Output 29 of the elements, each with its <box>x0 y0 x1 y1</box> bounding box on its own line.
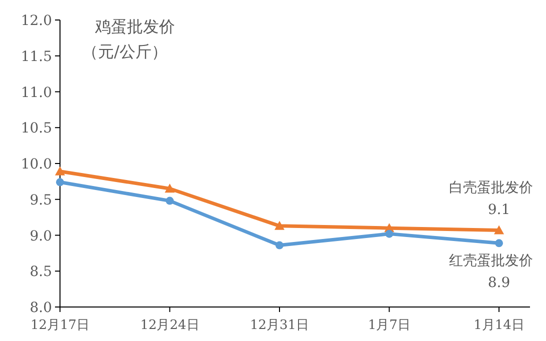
y-tick-label: 8.5 <box>30 264 52 280</box>
y-tick-label: 10.0 <box>20 156 52 172</box>
series-label: 红壳蛋批发价 <box>449 253 533 270</box>
point <box>495 239 503 248</box>
text: 白壳蛋批发价 <box>449 180 533 196</box>
point <box>55 166 65 176</box>
x-tick-label: 1月14日 <box>474 318 524 333</box>
y-tick-label: 12.0 <box>20 13 52 29</box>
y-tick-label: 9.0 <box>30 228 52 244</box>
y-tick-label: 10.5 <box>20 120 52 137</box>
data-label: 9.1 <box>488 202 510 218</box>
x-tick-label: 12月31日 <box>250 318 310 333</box>
point <box>56 178 64 186</box>
chart-title: 鸡蛋批发价 <box>94 17 175 36</box>
y-tick-label: 9.5 <box>30 192 52 208</box>
x-tick-label: 1月7日 <box>368 318 411 333</box>
data-label: 8.9 <box>488 275 510 292</box>
x-tick-label: 12月17日 <box>30 318 90 333</box>
x-tick-label: 12月24日 <box>140 318 200 333</box>
text: （元/公斤） <box>82 42 168 61</box>
point <box>276 241 284 250</box>
point <box>164 184 175 193</box>
point <box>274 220 284 230</box>
y-tick-label: 11.5 <box>20 48 52 65</box>
y-tick-label: 11.0 <box>20 84 52 101</box>
point <box>385 230 394 238</box>
y-tick-label: 8.0 <box>30 300 52 316</box>
point <box>166 196 174 205</box>
point <box>494 225 504 234</box>
